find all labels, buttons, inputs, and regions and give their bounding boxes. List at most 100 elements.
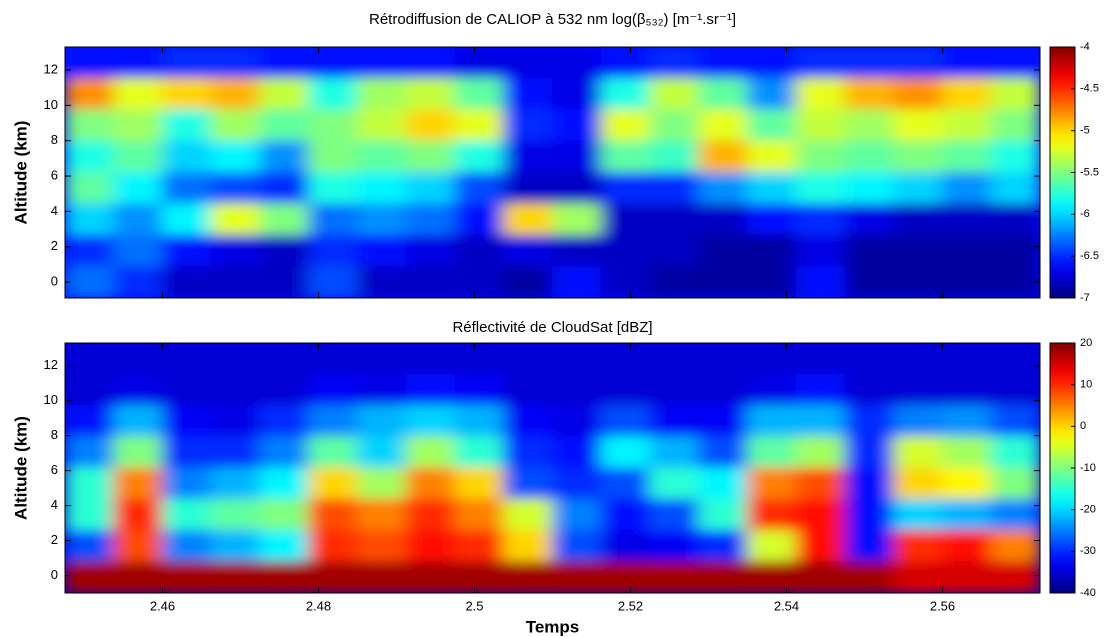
colorbar-tick-label: -5 xyxy=(1080,125,1090,137)
heatmap-cell xyxy=(844,109,895,142)
heatmap-cell xyxy=(893,373,943,406)
heatmap-cell xyxy=(649,266,700,298)
heatmap-cell xyxy=(454,47,505,79)
heatmap-cell xyxy=(162,530,212,563)
heatmap-cell xyxy=(942,405,992,438)
heatmap-cell xyxy=(795,109,846,142)
heatmap-cell xyxy=(698,47,748,79)
heatmap-cell xyxy=(162,47,212,79)
heatmap-cell xyxy=(259,343,310,375)
heatmap-cell xyxy=(600,343,651,375)
heatmap-cell xyxy=(259,561,310,593)
heatmap-cell xyxy=(405,561,456,593)
heatmap-cell xyxy=(65,561,115,593)
heatmap-cell xyxy=(552,343,602,375)
x-tick-label: 2.56 xyxy=(930,598,955,613)
heatmap-cell xyxy=(503,234,553,268)
heatmap-cell xyxy=(162,266,212,298)
heatmap-cell xyxy=(698,234,748,268)
heatmap-cell xyxy=(990,561,1040,593)
heatmap-cell xyxy=(210,343,261,375)
heatmap-cell xyxy=(552,530,602,563)
heatmap-cell xyxy=(162,343,212,375)
heatmap-cell xyxy=(698,343,748,375)
y-tick-label: 12 xyxy=(44,357,58,372)
heatmap-cell xyxy=(454,561,505,593)
heatmap-cell xyxy=(162,203,212,236)
heatmap-cell xyxy=(259,77,310,111)
heatmap-cell xyxy=(308,140,358,173)
heatmap-cell xyxy=(649,530,700,563)
heatmap-cell xyxy=(503,172,553,205)
heatmap-cell xyxy=(210,266,261,298)
heatmap-cell xyxy=(357,234,407,268)
heatmap-cell xyxy=(113,405,163,438)
y-tick-label: 10 xyxy=(44,97,58,112)
x-axis-label: Temps xyxy=(526,617,580,636)
heatmap-cell xyxy=(747,172,797,205)
heatmap-cell xyxy=(308,47,358,79)
heatmap-cell xyxy=(405,140,456,173)
plot-frame xyxy=(64,46,1041,299)
heatmap-cell xyxy=(795,203,846,236)
heatmap-cell xyxy=(65,405,115,438)
heatmap-cell xyxy=(893,77,943,111)
heatmap-cell xyxy=(795,467,846,500)
heatmap-cell xyxy=(844,405,895,438)
heatmap-cell xyxy=(552,266,602,298)
heatmap-cell xyxy=(649,561,700,593)
heatmap-cell xyxy=(942,343,992,375)
heatmap-cell xyxy=(503,47,553,79)
heatmap-cell xyxy=(210,140,261,173)
heatmap-cell xyxy=(405,436,456,469)
heatmap-cell xyxy=(795,436,846,469)
y-tick-label: 12 xyxy=(44,61,58,76)
heatmap-cell xyxy=(698,467,748,500)
heatmap-cell xyxy=(747,109,797,142)
heatmap-cell xyxy=(552,172,602,205)
heatmap-cell xyxy=(552,405,602,438)
colorbar-tick-label: -7 xyxy=(1080,292,1090,304)
heatmap-cell xyxy=(698,77,748,111)
heatmap-cell xyxy=(454,405,505,438)
heatmap-cell xyxy=(600,140,651,173)
plot-area xyxy=(65,343,1040,593)
heatmap-cell xyxy=(503,140,553,173)
heatmap-cell xyxy=(649,203,700,236)
heatmap-cell xyxy=(357,266,407,298)
heatmap-cell xyxy=(600,172,651,205)
heatmap-cell xyxy=(308,530,358,563)
heatmap-cell xyxy=(503,203,553,236)
heatmap-cell xyxy=(65,172,115,205)
heatmap-cell xyxy=(649,498,700,531)
heatmap-cell xyxy=(552,373,602,406)
heatmap-cell xyxy=(990,47,1040,79)
heatmap-cell xyxy=(747,530,797,563)
heatmap-cell xyxy=(113,47,163,79)
heatmap-cell xyxy=(844,436,895,469)
heatmap-cell xyxy=(990,266,1040,298)
heatmap-cell xyxy=(405,405,456,438)
heatmap-cell xyxy=(405,530,456,563)
heatmap-cell xyxy=(357,109,407,142)
heatmap-cell xyxy=(405,234,456,268)
colorbar-tick-label: 0 xyxy=(1080,420,1086,432)
heatmap-cell xyxy=(210,498,261,531)
heatmap-cell xyxy=(942,467,992,500)
heatmap-cell xyxy=(454,234,505,268)
heatmap-cell xyxy=(308,467,358,500)
chart-title: Réflectivité de CloudSat [dBZ] xyxy=(452,319,652,336)
heatmap-cell xyxy=(747,436,797,469)
heatmap-cell xyxy=(795,77,846,111)
colorbar xyxy=(1049,46,1076,299)
heatmap-cell xyxy=(65,266,115,298)
heatmap-cell xyxy=(942,109,992,142)
heatmap-cell xyxy=(893,467,943,500)
heatmap-cell xyxy=(990,172,1040,205)
heatmap-cell xyxy=(552,561,602,593)
heatmap-cell xyxy=(454,343,505,375)
heatmap-cell xyxy=(990,109,1040,142)
heatmap-cell xyxy=(503,373,553,406)
heatmap-cell xyxy=(698,405,748,438)
heatmap-cell xyxy=(259,47,310,79)
